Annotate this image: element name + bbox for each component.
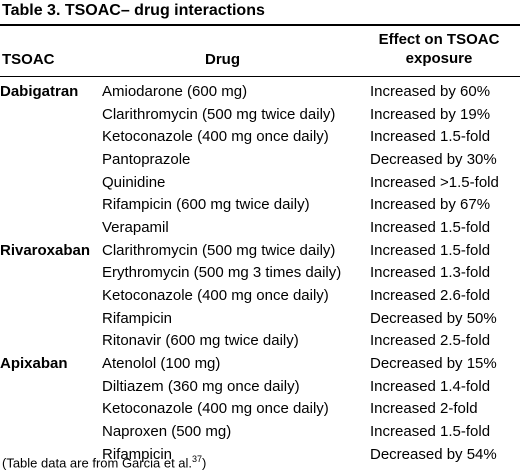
cell-drug: Ritonavir (600 mg twice daily): [102, 332, 299, 350]
footnote-text: (Table data are from Garcia et al.: [2, 455, 193, 471]
table-row: Verapamil Increased 1.5-fold: [0, 216, 520, 239]
cell-tsoac: [0, 171, 102, 194]
cell-drug: Verapamil: [102, 218, 169, 236]
header-drug: Drug: [205, 51, 240, 68]
cell-effect: Increased by 19%: [370, 105, 491, 123]
table-row: Ritonavir (600 mg twice daily) Increased …: [0, 330, 520, 353]
cell-effect: Decreased by 30%: [370, 150, 497, 168]
cell-effect: Increased 2.5-fold: [370, 332, 491, 350]
cell-tsoac: Apixaban: [0, 355, 68, 373]
cell-tsoac: [0, 103, 102, 126]
table-row: Rifampicin (600 mg twice daily) Increased…: [0, 193, 520, 216]
table-row: Naproxen (500 mg) Increased 1.5-fold: [0, 420, 520, 443]
cell-drug: Clarithromycin (500 mg twice daily): [102, 241, 336, 259]
table-row: Quinidine Increased >1.5-fold: [0, 171, 520, 194]
header-effect: Effect on TSOAC exposure: [378, 31, 500, 67]
cell-tsoac: [0, 125, 102, 148]
footnote-ref: 37: [192, 454, 203, 464]
cell-tsoac: [0, 284, 102, 307]
cell-effect: Decreased by 15%: [370, 355, 497, 373]
cell-tsoac: [0, 216, 102, 239]
cell-tsoac: [0, 375, 102, 398]
table-row: Pantoprazole Decreased by 30%: [0, 148, 520, 171]
table-row: Rivaroxaban Clarithromycin (500 mg twice …: [0, 239, 520, 262]
table-row: Ketoconazole (400 mg once daily) Increase…: [0, 398, 520, 421]
cell-tsoac: [0, 330, 102, 353]
cell-drug: Ketoconazole (400 mg once daily): [102, 400, 329, 418]
table-row: Dabigatran Amiodarone (600 mg) Increased b…: [0, 80, 520, 103]
table-row: Ketoconazole (400 mg once daily) Increase…: [0, 125, 520, 148]
cell-drug: Rifampicin (600 mg twice daily): [102, 196, 310, 214]
cell-drug: Erythromycin (500 mg 3 times daily): [102, 264, 342, 282]
cell-drug: Clarithromycin (500 mg twice daily): [102, 105, 336, 123]
cell-tsoac: [0, 148, 102, 171]
cell-drug: Quinidine: [102, 173, 166, 191]
cell-drug: Ketoconazole (400 mg once daily): [102, 287, 329, 305]
footnote-close: ): [202, 455, 207, 471]
top-rule: [0, 24, 520, 26]
cell-effect: Decreased by 50%: [370, 309, 497, 327]
cell-drug: Amiodarone (600 mg): [102, 82, 248, 100]
table-row: Rifampicin Decreased by 50%: [0, 307, 520, 330]
table-row: Clarithromycin (500 mg twice daily) Incre…: [0, 103, 520, 126]
cell-tsoac: [0, 420, 102, 443]
cell-effect: Increased 1.5-fold: [370, 241, 491, 259]
cell-drug: Ketoconazole (400 mg once daily): [102, 128, 329, 146]
cell-tsoac: [0, 193, 102, 216]
cell-tsoac: Rivaroxaban: [0, 241, 91, 259]
table-row: Apixaban Atenolol (100 mg) Decreased by 15…: [0, 352, 520, 375]
cell-effect: Increased by 67%: [370, 196, 491, 214]
cell-effect: Increased 1.3-fold: [370, 264, 491, 282]
header-rule: [0, 76, 520, 77]
cell-effect: Decreased by 54%: [370, 445, 497, 463]
cell-tsoac: [0, 262, 102, 285]
cell-effect: Increased 1.4-fold: [370, 377, 491, 395]
cell-effect: Increased 1.5-fold: [370, 218, 491, 236]
cell-tsoac: Dabigatran: [0, 82, 79, 100]
cell-drug: Diltiazem (360 mg once daily): [102, 377, 300, 395]
interactions-table: Dabigatran Amiodarone (600 mg) Increased b…: [0, 80, 520, 466]
cell-drug: Pantoprazole: [102, 150, 191, 168]
cell-effect: Increased 2.6-fold: [370, 287, 491, 305]
cell-drug: Atenolol (100 mg): [102, 355, 221, 373]
cell-effect: Increased 1.5-fold: [370, 423, 491, 441]
cell-drug: Rifampicin: [102, 309, 173, 327]
cell-effect: Increased >1.5-fold: [370, 173, 499, 191]
cell-tsoac: [0, 307, 102, 330]
header-tsoac: TSOAC: [2, 51, 55, 68]
table-row: Ketoconazole (400 mg once daily) Increase…: [0, 284, 520, 307]
table-title: Table 3. TSOAC– drug interactions: [2, 2, 265, 19]
cell-effect: Increased by 60%: [370, 82, 491, 100]
table-row: Rifampicin Decreased by 54%: [0, 443, 520, 466]
cell-effect: Increased 2-fold: [370, 400, 478, 418]
table-row: Erythromycin (500 mg 3 times daily) Incre…: [0, 262, 520, 285]
cell-effect: Increased 1.5-fold: [370, 128, 491, 146]
cell-drug: Rifampicin: [102, 445, 173, 463]
cell-tsoac: [0, 398, 102, 421]
table-row: Diltiazem (360 mg once daily) Increased 1…: [0, 375, 520, 398]
cell-drug: Naproxen (500 mg): [102, 423, 232, 441]
footnote: (Table data are from Garcia et al.37): [2, 454, 206, 470]
